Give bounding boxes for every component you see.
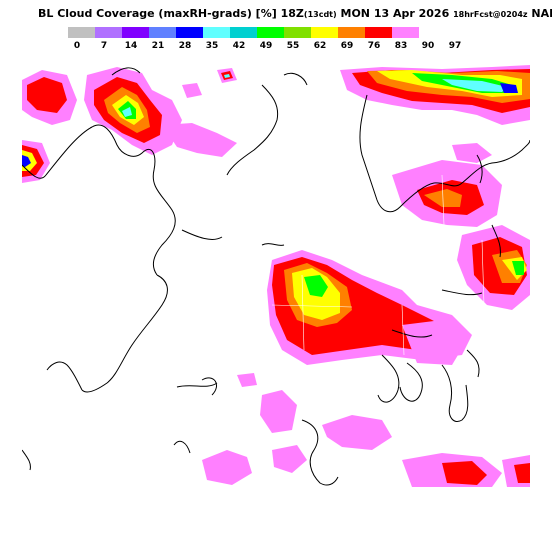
cloud-contour-blue — [22, 155, 31, 167]
legend-tick-label: 55 — [286, 41, 300, 51]
cloud-contour-cyan — [224, 74, 230, 78]
cloud-contour-magenta — [182, 83, 202, 98]
cloud-contour-magenta — [202, 450, 252, 485]
coastlines — [22, 67, 530, 486]
legend-tick-label: 49 — [259, 41, 273, 51]
cloud-contour-red — [27, 77, 67, 113]
cloud-contour-cyan — [442, 79, 507, 92]
cloud-contour-green — [512, 261, 524, 275]
legend-tick-label: 90 — [421, 41, 435, 51]
legend-tick-label: 97 — [448, 41, 462, 51]
map-title: BL Cloud Coverage (maxRH-grads) [%] 18Z(… — [38, 7, 552, 21]
legend-tick-label: 7 — [100, 41, 108, 51]
title-forecast: 18hrFcst@0204z — [453, 10, 528, 19]
cloud-area-central — [267, 225, 530, 365]
legend-swatch — [122, 27, 149, 38]
legend-swatch — [365, 27, 392, 38]
legend-tick-label: 69 — [340, 41, 354, 51]
legend-tick-label: 42 — [232, 41, 246, 51]
title-model: NAM — [531, 7, 552, 20]
title-main: BL Cloud Coverage (maxRH-grads) [%] — [38, 7, 277, 20]
cloud-contour-magenta — [322, 415, 392, 450]
cloud-area-northeast — [340, 65, 530, 227]
legend-swatch — [95, 27, 122, 38]
legend-swatch — [203, 27, 230, 38]
cloud-coverage-map — [22, 65, 530, 487]
cloud-contour-blue — [500, 83, 518, 93]
cloud-contour-magenta — [272, 445, 307, 473]
cloud-contour-magenta — [402, 320, 467, 365]
legend-swatch — [68, 27, 95, 38]
legend-tick-label: 35 — [205, 41, 219, 51]
title-time: 18Z — [280, 7, 304, 20]
cloud-contour-magenta — [260, 390, 297, 433]
cloud-contour-magenta — [237, 373, 257, 387]
cloud-area-northwest — [22, 67, 237, 183]
legend-swatch — [176, 27, 203, 38]
title-local-time: (13cdt) — [303, 10, 337, 19]
color-legend — [68, 27, 419, 38]
legend-tick-label: 62 — [313, 41, 327, 51]
legend-tick-label: 14 — [124, 41, 138, 51]
legend-tick-label: 83 — [394, 41, 408, 51]
cloud-area-south — [202, 373, 530, 487]
cloud-contour-red — [514, 463, 530, 483]
legend-tick-label: 0 — [73, 41, 81, 51]
state-borders — [271, 174, 485, 356]
cloud-contour-green — [304, 275, 328, 297]
cloud-contour-cyan — [122, 107, 132, 117]
legend-swatch — [392, 27, 419, 38]
title-date: MON 13 Apr 2026 — [340, 7, 450, 20]
cloud-contour-magenta — [162, 123, 237, 157]
legend-swatch — [338, 27, 365, 38]
legend-ticks: 0 7 14 21 28 35 42 49 55 62 69 76 83 90 97 — [0, 41, 552, 53]
cloud-contour-red — [442, 461, 487, 485]
legend-tick-label: 28 — [178, 41, 192, 51]
legend-tick-label: 21 — [151, 41, 165, 51]
legend-swatch — [311, 27, 338, 38]
legend-tick-label: 76 — [367, 41, 381, 51]
legend-swatch — [149, 27, 176, 38]
legend-swatch — [257, 27, 284, 38]
cloud-contour-magenta — [452, 143, 492, 163]
legend-swatch — [230, 27, 257, 38]
legend-swatch — [284, 27, 311, 38]
